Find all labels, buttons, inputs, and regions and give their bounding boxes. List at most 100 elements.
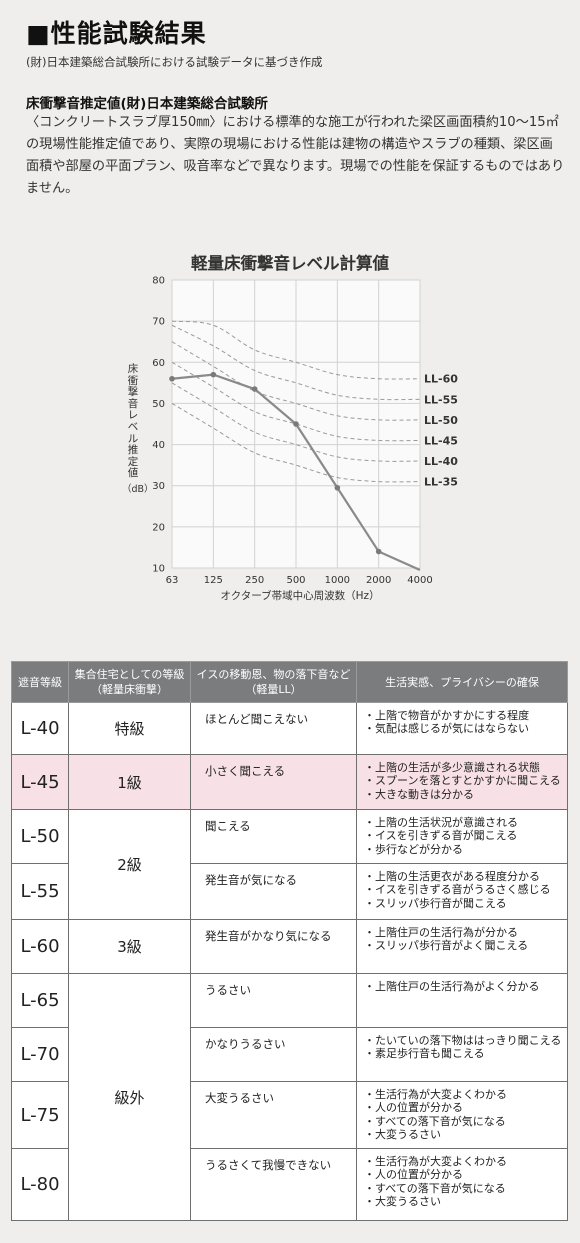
x-tick-label: 63 <box>166 575 179 586</box>
feel-line: ・すべての落下音が気になる <box>364 1181 506 1195</box>
noise-cell: 大変うるさい <box>190 1081 357 1149</box>
noise-cell: ほとんど聞こえない <box>190 702 357 755</box>
chart-x-axis-label: オクターブ帯域中心周波数（Hz） <box>220 589 379 602</box>
chart-y-label-text: 床衝撃音レベル推定値 <box>128 363 139 479</box>
y-label-char: 床 <box>127 363 139 375</box>
noise-cell: 発生音が気になる <box>190 863 357 920</box>
y-tick-label: 40 <box>152 440 165 451</box>
reference-label: LL-55 <box>424 393 458 406</box>
noise-cell: かなりうるさい <box>190 1027 357 1082</box>
feel-cell: ・上階住戸の生活行為が分かる ・スリッパ歩行音がよく聞こえる <box>356 919 568 974</box>
feel-line: ・イスを引きずる音が聞こえる <box>364 829 518 843</box>
reference-label: LL-50 <box>424 414 458 427</box>
data-point <box>375 548 382 555</box>
grade-cell: 級外 <box>68 973 191 1221</box>
grade-cell: 2級 <box>68 809 191 920</box>
feel-line: ・人の位置が分かる <box>364 1101 463 1115</box>
level-cell: L-75 <box>11 1081 69 1149</box>
noise-cell: うるさくて我慢できない <box>190 1148 357 1221</box>
table-row: L-40 特級 ほとんど聞こえない ・上階で物音がかすかにする程度 ・気配は感じる… <box>11 702 568 755</box>
y-label-char: 定 <box>127 455 139 468</box>
reference-label: LL-35 <box>424 476 458 489</box>
feel-line: ・生活行為が大変よくわかる <box>364 1088 507 1101</box>
y-label-char: 衝 <box>127 374 139 387</box>
data-point <box>169 375 175 382</box>
table-row: L-50 2級 聞こえる ・上階の生活状況が意識される ・イスを引きずる音が聞こえ… <box>11 809 568 920</box>
level-cell: L-40 <box>11 702 69 755</box>
reference-curve-ll-50 <box>171 341 421 421</box>
x-tick-label: 250 <box>245 575 264 586</box>
y-label-char: 値 <box>127 467 139 480</box>
feel-line: ・スリッパ歩行音が聞こえる <box>364 896 507 910</box>
sound-grade-table: 遮音等級 集合住宅としての等級 （軽量床衝撃） イスの移動恩、物の落下音など （軽量… <box>11 661 568 1221</box>
data-point <box>251 386 258 392</box>
reference-curve-ll-60 <box>171 320 421 380</box>
x-tick-label: 4000 <box>407 575 432 586</box>
feel-cell: ・上階で物音がかすかにする程度 ・気配は感じるが気にはならない <box>356 702 568 755</box>
feel-line: ・たいていの落下物ははっきり聞こえる <box>364 1034 562 1047</box>
feel-cell: ・生活行為が大変よくわかる ・人の位置が分かる ・すべての落下音が気になる ・大変うる… <box>356 1081 568 1149</box>
feel-cell: ・上階住戸の生活行為がよく分かる <box>356 973 568 1028</box>
section-paragraph: 〈コンクリートスラブ厚150㎜〉における標準的な施工が行われた梁区画面積約10～… <box>26 115 565 196</box>
table-row: L-70 かなりうるさい ・たいていの落下物ははっきり聞こえる ・素足歩行音も聞こ… <box>11 1027 568 1082</box>
table-row: L-55 発生音が気になる ・上階の生活更衣がある程度分かる ・イスを引きずる音が… <box>11 863 568 920</box>
feel-cell: ・上階の生活更衣がある程度分かる ・イスを引きずる音がうるさく感じる ・スリッパ歩行… <box>356 863 568 920</box>
x-tick-label: 125 <box>204 575 223 586</box>
level-cell: L-50 <box>11 809 69 864</box>
feel-line: ・イスを引きずる音がうるさく感じる <box>364 883 551 897</box>
feel-line: ・上階の生活状況が意識される <box>364 816 518 829</box>
chart-y-axis-label: 床衝撃音レベル推定値 （dB） <box>122 363 154 496</box>
reference-curve-ll-40 <box>171 382 421 462</box>
reference-curve-ll-35 <box>171 402 421 483</box>
feel-cell: ・たいていの落下物ははっきり聞こえる ・素足歩行音も聞こえる <box>356 1027 568 1082</box>
noise-cell: 聞こえる <box>190 809 357 864</box>
table-row: L-75 大変うるさい ・生活行為が大変よくわかる ・人の位置が分かる ・すべての落… <box>11 1081 568 1149</box>
noise-cell: 小さく聞こえる <box>190 754 357 810</box>
feel-line: ・スリッパ歩行音がよく聞こえる <box>364 939 529 953</box>
level-cell: L-45 <box>11 754 69 810</box>
level-cell: L-60 <box>11 919 69 974</box>
header-housing-grade: 集合住宅としての等級 （軽量床衝撃） <box>68 661 191 703</box>
y-label-char: ベ <box>127 420 139 433</box>
feel-line: ・上階で物音がかすかにする程度 <box>364 709 530 722</box>
feel-cell: ・生活行為が大変よくわかる ・人の位置が分かる ・すべての落下音が気になる ・大変うる… <box>356 1148 568 1221</box>
y-label-char: 音 <box>127 397 139 410</box>
reference-label: LL-60 <box>424 373 458 386</box>
data-point <box>334 484 341 491</box>
table-row: L-60 3級 発生音がかなり気になる ・上階住戸の生活行為が分かる ・スリッパ歩… <box>11 919 568 974</box>
y-label-char: レ <box>127 409 139 422</box>
noise-cell: 発生音がかなり気になる <box>190 919 357 974</box>
feel-line: ・上階住戸の生活行為が分かる <box>364 926 518 939</box>
feel-line: ・歩行などが分かる <box>364 842 463 856</box>
feel-cell: ・上階の生活が多少意識される状態 ・スプーンを落とすとかすかに聞こえる ・大きな動き… <box>356 754 568 810</box>
header-noise: イスの移動恩、物の落下音など （軽量LL） <box>190 661 357 703</box>
table-header-row: 遮音等級 集合住宅としての等級 （軽量床衝撃） イスの移動恩、物の落下音など （軽量… <box>11 661 568 703</box>
reference-label: LL-45 <box>424 434 458 447</box>
y-tick-label: 10 <box>152 564 165 575</box>
y-tick-label: 80 <box>152 276 165 287</box>
level-cell: L-65 <box>11 973 69 1028</box>
feel-cell: ・上階の生活状況が意識される ・イスを引きずる音が聞こえる ・歩行などが分かる <box>356 809 568 864</box>
feel-line: ・大きな動きは分かる <box>364 787 474 801</box>
data-point <box>210 371 217 378</box>
feel-line: ・素足歩行音も聞こえる <box>364 1047 485 1061</box>
feel-line: ・人の位置が分かる <box>364 1168 463 1182</box>
x-tick-label: 500 <box>286 575 305 586</box>
feel-line: ・すべての落下音が気になる <box>364 1114 506 1128</box>
table-row: L-45 1級 小さく聞こえる ・上階の生活が多少意識される状態 ・スプーンを落と… <box>11 754 568 810</box>
feel-line: ・生活行為が大変よくわかる <box>364 1155 507 1168</box>
feel-line: ・気配は感じるが気にはならない <box>364 722 529 736</box>
grade-cell: 3級 <box>68 919 191 974</box>
y-tick-label: 50 <box>152 399 165 410</box>
page-subtitle: (財)日本建築総合試験所における試験データに基づき作成 <box>26 55 323 69</box>
table-row: L-65 級外 うるさい ・上階住戸の生活行為がよく分かる <box>11 973 568 1221</box>
header-grade: 遮音等級 <box>11 661 69 703</box>
grade-cell: 特級 <box>68 702 191 755</box>
reference-label: LL-40 <box>424 455 458 468</box>
feel-line: ・大変うるさい <box>364 1195 441 1209</box>
feel-line: ・上階の生活更衣がある程度分かる <box>364 870 540 883</box>
y-tick-label: 20 <box>152 522 165 533</box>
x-tick-label: 2000 <box>366 575 391 586</box>
y-tick-label: 60 <box>152 358 165 369</box>
level-cell: L-55 <box>11 863 69 920</box>
